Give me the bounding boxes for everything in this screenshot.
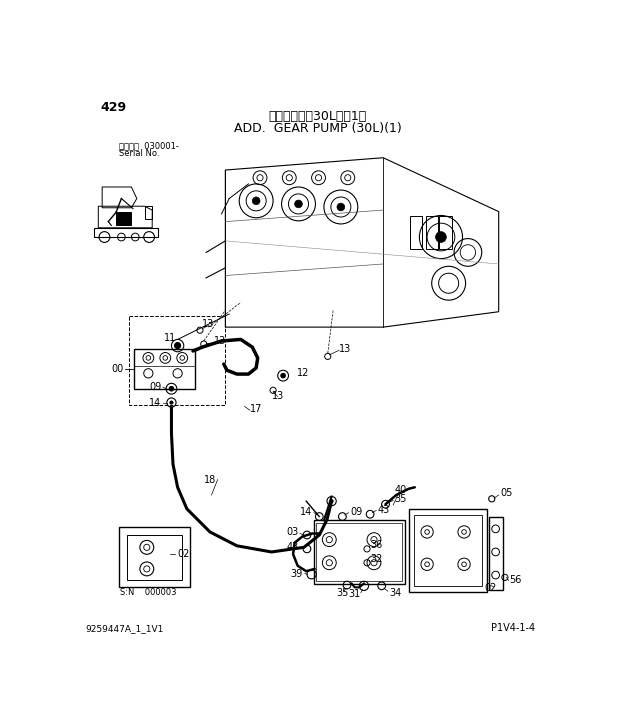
Text: 429: 429 xyxy=(100,101,126,114)
Text: 43: 43 xyxy=(286,542,298,552)
Text: 適用号機  030001-: 適用号機 030001- xyxy=(119,142,179,151)
Circle shape xyxy=(170,401,173,404)
Text: 43: 43 xyxy=(378,505,390,515)
Text: 39: 39 xyxy=(290,568,303,578)
Text: 09: 09 xyxy=(350,507,362,517)
Text: 03: 03 xyxy=(286,527,298,537)
Text: 35: 35 xyxy=(336,588,348,598)
Circle shape xyxy=(436,232,446,243)
Text: 13: 13 xyxy=(202,319,215,329)
Text: 13: 13 xyxy=(339,344,352,354)
Bar xyxy=(129,316,225,405)
Bar xyxy=(414,515,482,586)
Text: 31: 31 xyxy=(348,589,360,599)
Text: 32: 32 xyxy=(370,554,383,564)
Text: 17: 17 xyxy=(250,404,262,413)
Text: 02: 02 xyxy=(177,550,190,559)
Text: 12: 12 xyxy=(297,369,309,379)
Bar xyxy=(409,509,487,592)
Text: ADD.  GEAR PUMP (30L)(1): ADD. GEAR PUMP (30L)(1) xyxy=(234,122,402,135)
Bar xyxy=(126,535,182,580)
Text: 14: 14 xyxy=(149,397,161,408)
Text: S:N    000003: S:N 000003 xyxy=(120,589,177,597)
Text: 13: 13 xyxy=(214,336,226,346)
Circle shape xyxy=(330,500,333,502)
Bar xyxy=(135,349,195,389)
Text: 11: 11 xyxy=(164,333,176,343)
Bar xyxy=(314,521,405,584)
Text: 56: 56 xyxy=(508,575,521,585)
Bar xyxy=(425,216,438,248)
Text: 9259447A_1_1V1: 9259447A_1_1V1 xyxy=(85,623,164,633)
Text: Serial No.: Serial No. xyxy=(119,149,159,159)
Circle shape xyxy=(175,342,180,349)
Text: 14: 14 xyxy=(300,507,312,517)
Text: 40: 40 xyxy=(395,484,407,494)
Text: 35: 35 xyxy=(395,494,407,504)
Circle shape xyxy=(337,203,345,211)
Text: 34: 34 xyxy=(389,588,402,598)
Text: 05: 05 xyxy=(500,489,513,498)
Bar xyxy=(316,523,402,581)
Circle shape xyxy=(169,387,174,391)
Text: 00: 00 xyxy=(112,363,124,374)
Text: 09: 09 xyxy=(149,382,161,392)
Circle shape xyxy=(294,200,303,208)
Bar xyxy=(119,527,190,587)
Circle shape xyxy=(281,374,285,378)
Circle shape xyxy=(252,197,260,205)
Text: 13: 13 xyxy=(272,392,284,401)
Bar xyxy=(489,516,503,589)
Bar xyxy=(94,228,157,237)
Text: 追加ギンプ（30L）（1）: 追加ギンプ（30L）（1） xyxy=(268,109,367,122)
Bar xyxy=(410,216,422,248)
Text: 36: 36 xyxy=(370,540,383,550)
Text: 02: 02 xyxy=(484,583,497,593)
Bar xyxy=(440,216,452,248)
Bar xyxy=(116,212,131,224)
Text: 18: 18 xyxy=(204,474,216,484)
Text: P1V4-1-4: P1V4-1-4 xyxy=(491,623,535,634)
